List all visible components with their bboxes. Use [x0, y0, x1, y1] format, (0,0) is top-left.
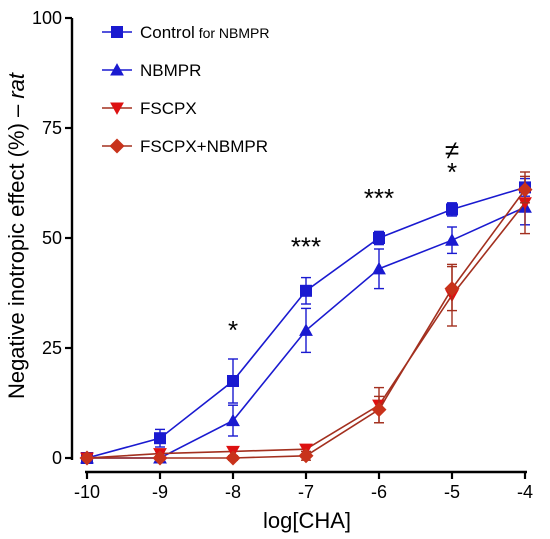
legend-label-suffix: for NBMPR — [195, 25, 270, 41]
data-point — [372, 261, 386, 275]
x-tick-label: -10 — [74, 482, 100, 502]
x-tick-label: -5 — [444, 482, 460, 502]
data-point — [299, 323, 313, 336]
legend-label: FSCPX — [140, 99, 197, 118]
data-point — [79, 450, 95, 466]
data-point — [298, 448, 314, 464]
y-axis-title-main: Negative inotropic effect (%) – — [4, 99, 29, 399]
data-point — [371, 402, 387, 418]
data-point — [517, 182, 533, 198]
data-point — [300, 284, 312, 297]
series-3 — [79, 175, 533, 466]
y-tick-label: 100 — [32, 8, 62, 28]
legend-label-main: FSCPX — [140, 99, 197, 118]
legend-entry: FSCPX — [102, 99, 197, 118]
y-tick-label: 50 — [42, 228, 62, 248]
y-axis-title: Negative inotropic effect (%) – rat — [4, 72, 29, 399]
significance-mark: ≠ — [445, 135, 459, 165]
data-point — [446, 203, 458, 216]
axes: 0 25 50 75 100 -10 -9 -8 -7 -6 -5 -4 — [32, 8, 533, 502]
y-tick-label: 0 — [52, 448, 62, 468]
legend-marker — [111, 26, 123, 38]
y-tick-label: 25 — [42, 338, 62, 358]
series-layer — [79, 171, 533, 466]
annotation-layer: *******≠* — [228, 135, 459, 345]
legend-label-main: NBMPR — [140, 61, 201, 80]
x-axis-title: log[CHA] — [263, 508, 351, 533]
data-point — [445, 233, 459, 246]
data-point — [226, 413, 240, 427]
data-point — [225, 450, 241, 466]
legend-label: Control for NBMPR — [140, 23, 270, 42]
significance-mark: * — [447, 157, 457, 187]
legend-label: FSCPX+NBMPR — [140, 137, 268, 156]
x-tick-label: -7 — [298, 482, 314, 502]
data-point — [444, 281, 460, 297]
significance-mark: *** — [364, 183, 394, 213]
data-point — [154, 432, 166, 445]
legend-marker — [109, 138, 125, 154]
legend-entry: NBMPR — [102, 61, 201, 80]
legend: Control for NBMPR NBMPR FSCPX FSCPX+NBMPR — [102, 23, 270, 156]
legend-marker — [110, 63, 124, 76]
x-tick-label: -4 — [517, 482, 533, 502]
x-tick-label: -6 — [371, 482, 387, 502]
x-tick-label: -9 — [152, 482, 168, 502]
legend-entry: Control for NBMPR — [102, 23, 270, 42]
y-tick-label: 75 — [42, 118, 62, 138]
series-0 — [81, 177, 531, 464]
y-axis-title-italic: rat — [4, 72, 29, 99]
legend-label-main: Control — [140, 23, 195, 42]
legend-label: NBMPR — [140, 61, 201, 80]
legend-label-main: FSCPX+NBMPR — [140, 137, 268, 156]
x-tick-label: -8 — [225, 482, 241, 502]
data-point — [227, 375, 239, 387]
significance-mark: * — [228, 315, 238, 345]
legend-marker — [110, 102, 124, 115]
significance-mark: *** — [291, 232, 321, 262]
legend-entry: FSCPX+NBMPR — [102, 137, 268, 156]
data-point — [152, 450, 168, 466]
data-point — [373, 232, 385, 244]
